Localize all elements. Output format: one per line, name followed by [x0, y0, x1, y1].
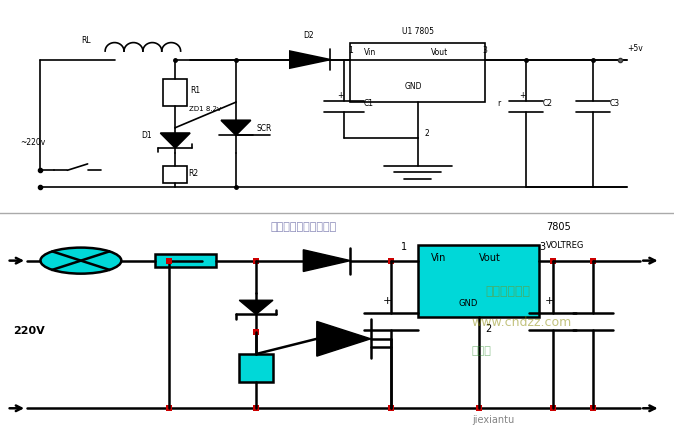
Text: D1: D1 [142, 131, 152, 140]
Bar [239, 354, 273, 382]
Text: ~220v: ~220v [20, 138, 45, 147]
Text: 3: 3 [483, 46, 488, 55]
Polygon shape [221, 120, 251, 135]
Polygon shape [303, 250, 350, 271]
Text: C2: C2 [543, 99, 553, 108]
Text: 杭州将睹科技有限公司: 杭州将睹科技有限公司 [270, 222, 336, 232]
Polygon shape [160, 133, 190, 148]
Text: Vout: Vout [431, 48, 449, 57]
Text: GND: GND [404, 83, 422, 92]
Polygon shape [317, 322, 371, 356]
Text: +5v: +5v [627, 44, 642, 53]
Text: Vin: Vin [431, 252, 447, 263]
Text: C3: C3 [610, 99, 620, 108]
Text: 电子电路图站: 电子电路图站 [485, 286, 530, 298]
Text: 7805: 7805 [546, 222, 571, 232]
Text: 1: 1 [401, 242, 408, 252]
Polygon shape [239, 300, 273, 314]
Text: SCR: SCR [256, 124, 272, 133]
Text: 220V: 220V [13, 326, 45, 336]
Text: ZD1 8.2v: ZD1 8.2v [189, 106, 221, 112]
Polygon shape [290, 51, 330, 68]
Text: Vout: Vout [479, 252, 500, 263]
Text: 1: 1 [348, 46, 353, 55]
Text: 3: 3 [539, 242, 545, 252]
Text: RL: RL [81, 36, 90, 45]
Bar [163, 166, 187, 183]
Text: +: + [337, 91, 344, 100]
Text: +: + [519, 91, 526, 100]
Text: R2: R2 [189, 169, 199, 178]
Bar [155, 254, 216, 267]
Text: 接线图: 接线图 [472, 346, 491, 356]
Text: www.cndzz.com: www.cndzz.com [472, 316, 572, 329]
Text: +: + [545, 296, 554, 306]
Text: C1: C1 [364, 99, 374, 108]
Text: 2: 2 [425, 129, 429, 138]
Bar [418, 246, 539, 317]
Circle shape [40, 248, 121, 273]
Text: D2: D2 [303, 31, 314, 40]
Text: GND: GND [458, 299, 478, 308]
Text: R1: R1 [190, 86, 200, 95]
Bar [163, 79, 187, 107]
Bar [350, 43, 485, 102]
Text: jiexiantu: jiexiantu [472, 415, 514, 426]
Text: U1 7805: U1 7805 [402, 27, 434, 36]
Text: +: + [383, 296, 392, 306]
Text: VOLTREG: VOLTREG [546, 241, 584, 249]
Text: r: r [497, 99, 500, 108]
Text: Vin: Vin [364, 48, 376, 57]
Text: 2: 2 [485, 324, 491, 334]
